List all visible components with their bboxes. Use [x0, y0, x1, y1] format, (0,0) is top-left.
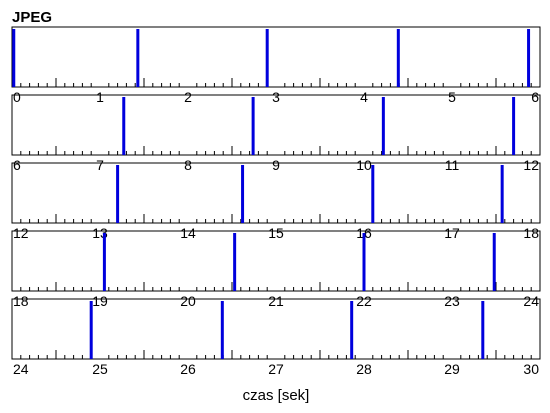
- event-bar: [396, 29, 400, 87]
- panel-frame: [11, 230, 541, 292]
- event-bar: [89, 301, 93, 359]
- tick-label: 4: [360, 89, 368, 105]
- event-bar: [527, 29, 531, 87]
- tick-label: 17: [444, 225, 460, 241]
- event-bar: [265, 29, 269, 87]
- event-bar: [350, 301, 354, 359]
- panel-frame: [11, 162, 541, 224]
- panel-frame: [11, 94, 541, 156]
- panel-frame: [11, 298, 541, 360]
- tick-label: 14: [180, 225, 196, 241]
- event-bar: [220, 301, 224, 359]
- event-bar: [116, 165, 120, 223]
- event-bar: [122, 97, 126, 155]
- event-bar: [241, 165, 245, 223]
- event-bar: [12, 29, 16, 87]
- panel-frame: [11, 26, 541, 88]
- event-bar: [371, 165, 375, 223]
- tick-label: 11: [445, 157, 460, 173]
- tick-label: 18: [13, 293, 29, 309]
- tick-label: 29: [444, 361, 460, 377]
- tick-label: 18: [523, 225, 539, 241]
- event-bar: [136, 29, 140, 87]
- event-bar: [102, 233, 106, 291]
- tick-label: 23: [444, 293, 460, 309]
- tick-label: 0: [13, 89, 21, 105]
- tick-label: 27: [268, 361, 284, 377]
- tick-label: 25: [92, 361, 108, 377]
- tick-label: 19: [92, 293, 108, 309]
- tick-label: 2: [184, 89, 192, 105]
- tick-label: 7: [96, 157, 104, 173]
- tick-label: 1: [96, 89, 104, 105]
- tick-label: 12: [523, 157, 539, 173]
- x-axis-label: czas [sek]: [243, 387, 310, 404]
- tick-label: 22: [356, 293, 372, 309]
- event-bar: [251, 97, 255, 155]
- tick-label: 20: [180, 293, 196, 309]
- event-bar: [512, 97, 516, 155]
- event-bar: [500, 165, 504, 223]
- chart-title: JPEG: [12, 9, 52, 26]
- tick-label: 3: [272, 89, 280, 105]
- tick-label: 21: [268, 293, 284, 309]
- event-bar: [362, 233, 366, 291]
- tick-label: 10: [356, 157, 372, 173]
- tick-label: 6: [13, 157, 21, 173]
- tick-label: 28: [356, 361, 372, 377]
- tick-label: 8: [184, 157, 192, 173]
- event-bar: [233, 233, 237, 291]
- tick-label: 26: [180, 361, 196, 377]
- event-bar: [481, 301, 485, 359]
- tick-label: 12: [13, 225, 29, 241]
- tick-label: 24: [523, 293, 539, 309]
- tick-label: 30: [523, 361, 539, 377]
- tick-label: 9: [272, 157, 280, 173]
- tick-label: 15: [268, 225, 284, 241]
- tick-label: 6: [531, 89, 539, 105]
- tick-label: 24: [13, 361, 29, 377]
- event-bar: [492, 233, 496, 291]
- event-bar: [381, 97, 385, 155]
- tick-label: 5: [448, 89, 456, 105]
- chart-rows: 0123456678910111212131415161718181920212…: [11, 26, 541, 377]
